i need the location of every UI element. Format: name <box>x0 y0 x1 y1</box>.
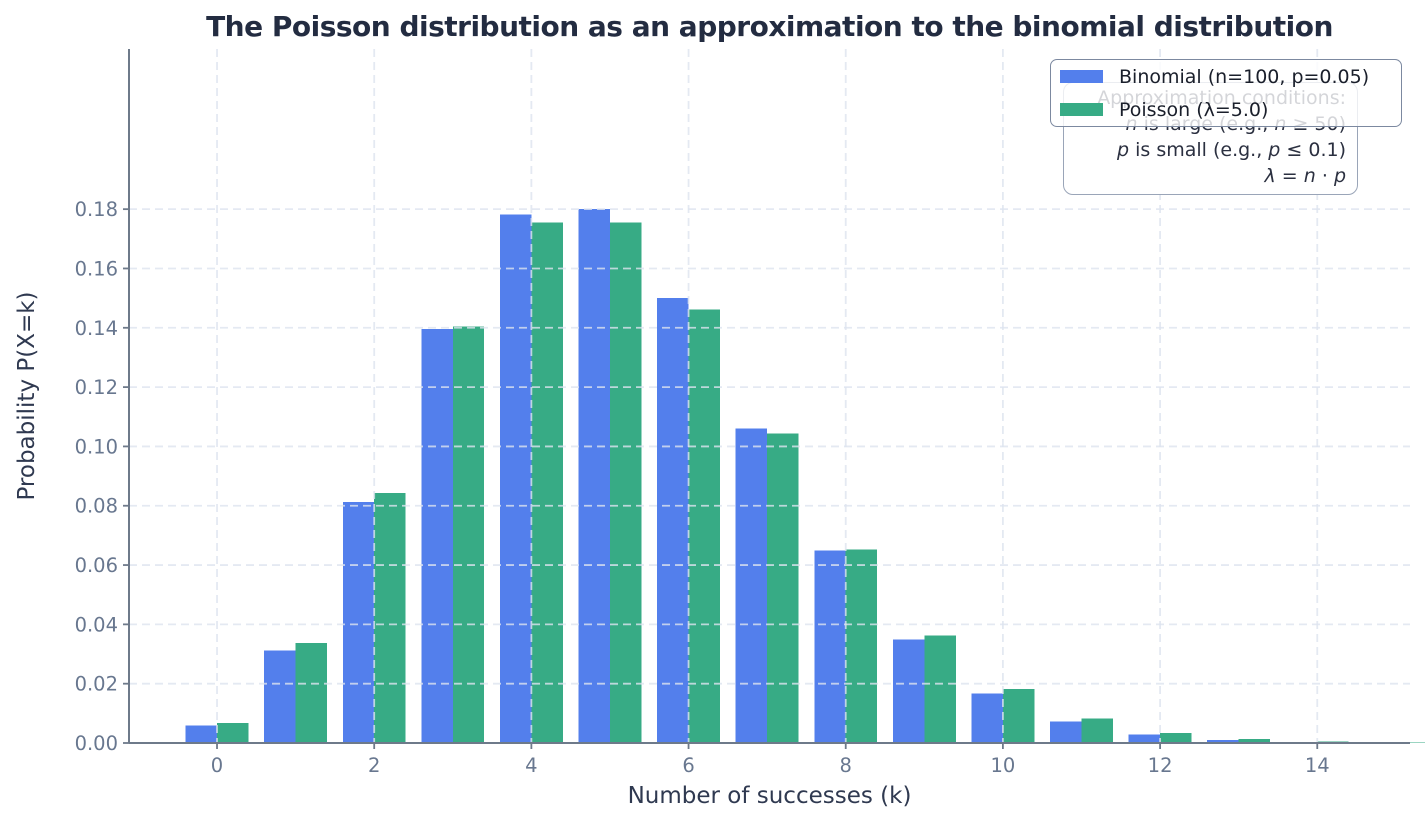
bar-poisson <box>1002 689 1035 743</box>
bar-binomial <box>342 502 375 743</box>
legend: Binomial (n=100, p=0.05) Poisson (λ=5.0) <box>1050 59 1402 127</box>
bar-binomial <box>499 214 532 743</box>
y-axis-label: Probability P(X=k) <box>14 291 40 501</box>
chart-title: The Poisson distribution as an approxima… <box>206 10 1333 43</box>
y-tick-label: 0.00 <box>75 732 118 755</box>
bar-poisson <box>688 309 720 743</box>
bar-poisson <box>531 222 563 743</box>
legend-label-binomial: Binomial (n=100, p=0.05) <box>1119 65 1370 88</box>
bar-poisson <box>374 493 406 743</box>
y-tick-label: 0.18 <box>75 198 118 221</box>
y-tick-label: 0.14 <box>75 317 118 340</box>
y-tick-label: 0.08 <box>75 495 118 518</box>
x-tick-label: 14 <box>1305 754 1330 777</box>
annotation-line-3: p is small (e.g., p ≤ 0.1) <box>1117 139 1346 161</box>
x-tick-label: 0 <box>211 754 223 777</box>
bar-binomial <box>578 209 610 743</box>
y-tick-label: 0.06 <box>75 554 118 577</box>
bar-binomial <box>1128 734 1161 743</box>
x-tick-label: 2 <box>368 754 380 777</box>
bar-poisson <box>1238 739 1271 743</box>
bar-binomial <box>892 639 925 743</box>
y-tick-label: 0.04 <box>75 613 118 636</box>
y-tick-label: 0.12 <box>75 376 118 399</box>
x-tick-label: 10 <box>990 754 1015 777</box>
legend-label-poisson: Poisson (λ=5.0) <box>1119 98 1269 121</box>
bar-binomial <box>657 298 689 743</box>
bar-binomial <box>1207 740 1239 743</box>
y-tick-label: 0.16 <box>75 257 118 280</box>
bar-poisson <box>217 723 249 743</box>
y-tick-label: 0.10 <box>75 435 118 458</box>
bar-poisson <box>609 222 642 743</box>
bar-binomial <box>185 725 218 743</box>
x-tick-label: 6 <box>682 754 694 777</box>
legend-swatch-poisson <box>1060 103 1103 116</box>
bar-binomial <box>971 693 1003 743</box>
legend-item-poisson: Poisson (λ=5.0) <box>1051 93 1401 126</box>
bar-poisson <box>1081 718 1113 743</box>
legend-item-binomial: Binomial (n=100, p=0.05) <box>1051 60 1401 93</box>
annotation-line-4: λ = n · p <box>1264 165 1346 187</box>
bar-poisson <box>845 549 878 743</box>
y-tick-label: 0.02 <box>75 673 118 696</box>
bar-poisson <box>767 433 799 743</box>
bar-poisson <box>452 326 485 743</box>
bar-poisson <box>1160 732 1192 743</box>
x-tick-label: 8 <box>840 754 852 777</box>
x-tick-label: 12 <box>1148 754 1173 777</box>
legend-swatch-binomial <box>1060 70 1103 83</box>
bar-poisson <box>924 635 956 743</box>
bar-binomial <box>735 428 768 743</box>
bar-binomial <box>814 550 846 743</box>
bar-binomial <box>421 329 453 743</box>
bar-binomial <box>1050 721 1082 743</box>
x-axis-label: Number of successes (k) <box>627 783 912 809</box>
x-tick-label: 4 <box>525 754 537 777</box>
bar-binomial <box>264 650 296 743</box>
bar-poisson <box>295 643 328 743</box>
